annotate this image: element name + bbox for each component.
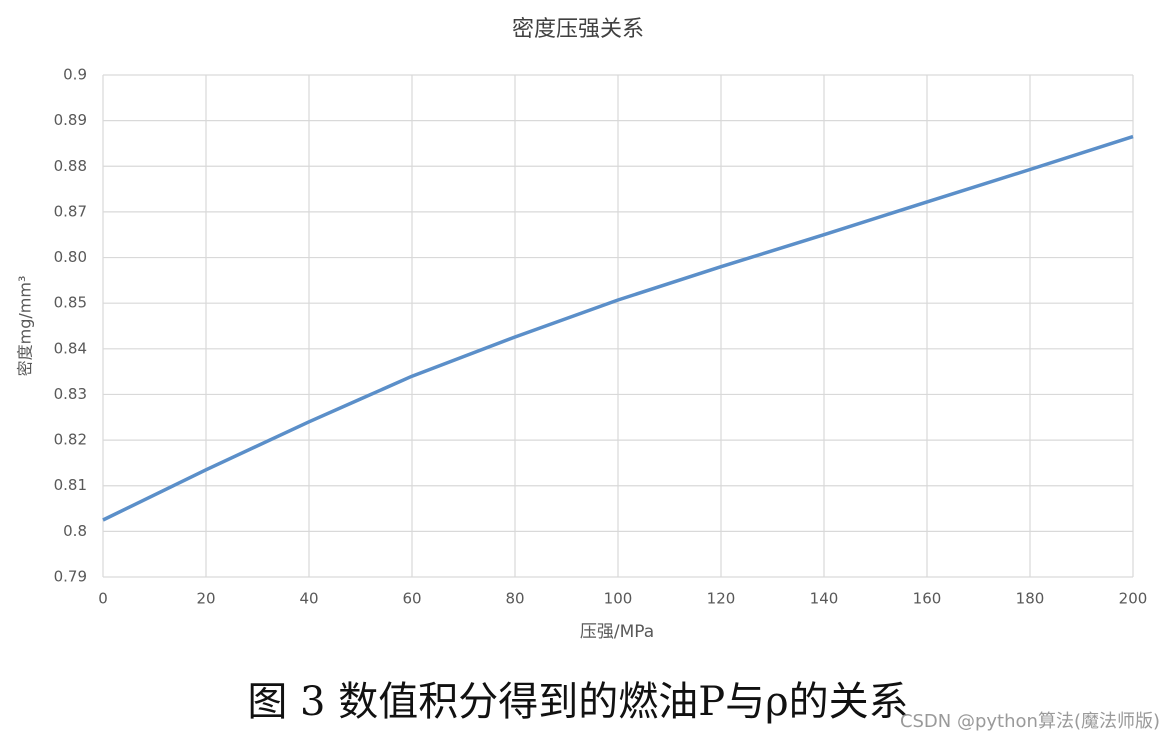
y-tick-label: 0.87	[54, 202, 87, 220]
x-tick-label: 160	[913, 590, 942, 608]
x-tick-label: 120	[707, 590, 736, 608]
chart-title: 密度压强关系	[512, 17, 644, 42]
y-tick-label: 0.85	[54, 294, 87, 312]
x-tick-label: 100	[604, 590, 633, 608]
watermark: CSDN @python算法(魔法师版)	[900, 711, 1160, 732]
x-tick-label: 80	[505, 590, 524, 608]
x-axis-label: 压强/MPa	[580, 622, 654, 642]
x-tick-label: 40	[299, 590, 318, 608]
y-tick-label: 0.8	[63, 522, 87, 540]
data-line	[102, 134, 1134, 522]
x-tick-label: 180	[1016, 590, 1045, 608]
y-tick-label: 0.81	[54, 476, 87, 494]
y-axis-label: 密度mg/mm³	[16, 276, 35, 377]
y-tick-label: 0.83	[54, 385, 87, 403]
x-tick-label: 140	[810, 590, 839, 608]
x-tick-label: 20	[196, 590, 215, 608]
y-tick-label: 0.79	[54, 568, 87, 586]
y-tick-label: 0.9	[63, 66, 87, 84]
y-tick-label: 0.84	[54, 339, 87, 357]
y-tick-label: 0.88	[54, 157, 87, 175]
y-tick-label: 0.89	[54, 111, 87, 129]
x-tick-label: 0	[98, 590, 108, 608]
y-tick-label: 0.82	[54, 431, 87, 449]
x-tick-label: 60	[402, 590, 421, 608]
y-tick-label: 0.80	[54, 248, 87, 266]
x-tick-label: 200	[1119, 590, 1148, 608]
caption: 图 3 数值积分得到的燃油P与ρ的关系	[247, 679, 908, 725]
